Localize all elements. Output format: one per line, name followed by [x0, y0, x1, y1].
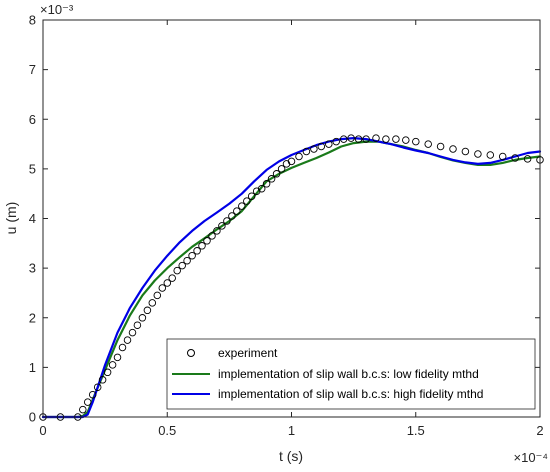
y-tick-label: 6	[29, 112, 36, 127]
legend-label-experiment: experiment	[218, 346, 278, 360]
x-axis-label: t (s)	[279, 448, 303, 464]
y-tick-label: 3	[29, 261, 36, 276]
y-tick-label: 5	[29, 161, 36, 176]
y-tick-label: 2	[29, 310, 36, 325]
x-tick-label: 2	[536, 423, 543, 438]
x-tick-label: 0	[39, 423, 46, 438]
y-tick-label: 7	[29, 62, 36, 77]
legend-label-low-fidelity: implementation of slip wall b.c.s: low f…	[218, 367, 479, 381]
y-tick-label: 8	[29, 13, 36, 28]
legend-label-high-fidelity: implementation of slip wall b.c.s: high …	[218, 387, 483, 401]
y-exponent-label: ×10⁻³	[40, 2, 74, 17]
y-tick-label: 0	[29, 410, 36, 425]
x-tick-label: 1	[288, 423, 295, 438]
x-tick-label: 1.5	[407, 423, 425, 438]
y-tick-label: 1	[29, 360, 36, 375]
x-tick-label: 0.5	[158, 423, 176, 438]
legend: experiment implementation of slip wall b…	[167, 339, 535, 409]
x-exponent-label: ×10⁻⁴	[514, 450, 549, 465]
y-axis-label: u (m)	[3, 202, 19, 235]
y-tick-label: 4	[29, 211, 36, 226]
